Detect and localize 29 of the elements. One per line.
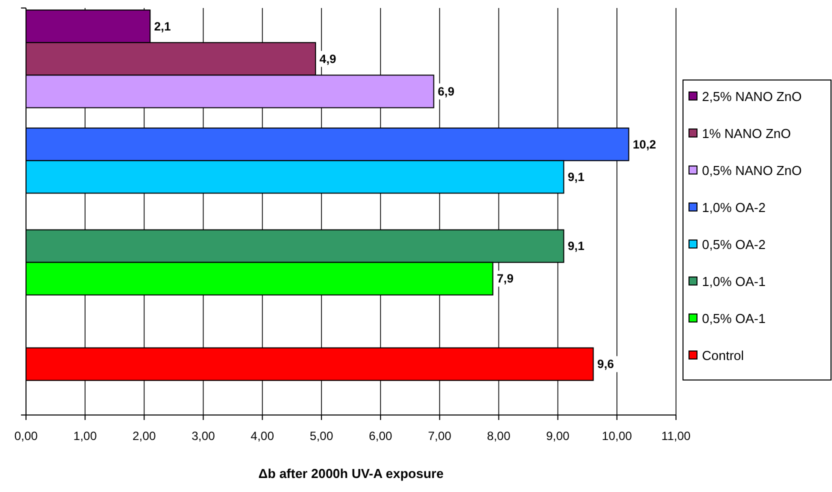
x-tick-label: 11,00 (661, 429, 691, 443)
x-tick-label: 4,00 (250, 429, 274, 443)
legend-label: 0,5% NANO ZnO (702, 163, 802, 178)
legend-label: 1% NANO ZnO (702, 126, 791, 141)
x-tick-label: 7,00 (428, 429, 452, 443)
legend-label: 1,0% OA-1 (702, 274, 766, 289)
x-tick-label: 5,00 (310, 429, 334, 443)
x-tick-label: 3,00 (192, 429, 216, 443)
legend-label: Control (702, 348, 744, 363)
data-label: 6,9 (438, 84, 455, 98)
x-tick-label: 8,00 (487, 429, 511, 443)
data-label: 9,1 (568, 170, 585, 184)
legend-label: 0,5% OA-2 (702, 237, 766, 252)
x-tick-label: 0,00 (14, 429, 38, 443)
x-axis-title: Δb after 2000h UV-A exposure (258, 466, 444, 481)
x-tick-label: 6,00 (368, 429, 393, 443)
data-label: 2,1 (154, 19, 172, 34)
x-tick-label: 9,00 (546, 429, 570, 443)
data-label: 10,2 (632, 137, 656, 152)
legend-label: 1,0% OA-2 (702, 200, 766, 215)
data-label: 9,6 (597, 357, 614, 372)
x-tick-label: 10,00 (602, 429, 632, 443)
x-tick-label: 2,00 (132, 429, 156, 443)
data-label: 9,1 (568, 239, 585, 254)
legend-label: 0,5% OA-1 (702, 311, 766, 326)
x-tick-label: 1,00 (73, 429, 98, 443)
data-label: 4,9 (320, 52, 337, 66)
legend-label: 2,5% NANO ZnO (702, 89, 802, 104)
data-label: 7,9 (496, 272, 514, 286)
